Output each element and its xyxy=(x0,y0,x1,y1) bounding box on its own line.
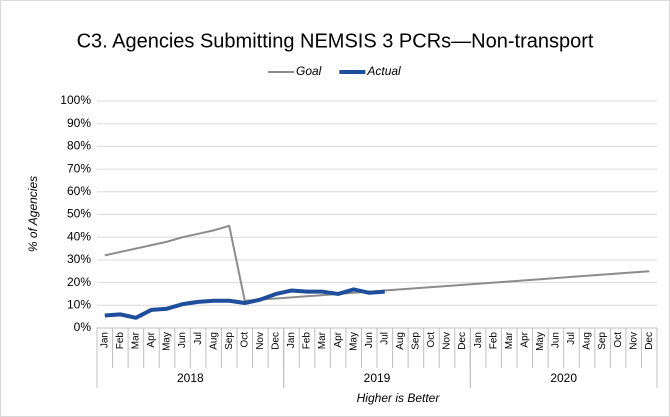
x-tick-label: Mar xyxy=(317,331,328,349)
x-tick-label: Jul xyxy=(566,332,577,345)
x-tick-label: Jul xyxy=(379,332,390,345)
legend-label: Goal xyxy=(296,64,322,78)
x-tick-label: Dec xyxy=(457,332,468,350)
y-tick-label: 80% xyxy=(67,139,91,153)
x-tick-label: Aug xyxy=(208,332,219,350)
x-tick-label: Apr xyxy=(146,331,157,347)
x-tick-label: Jun xyxy=(551,332,562,348)
x-tick-label: Oct xyxy=(426,332,437,348)
x-tick-label: Dec xyxy=(271,332,282,350)
x-tick-label: Feb xyxy=(488,332,499,350)
group-label: 2019 xyxy=(364,371,391,385)
x-tick-label: Jul xyxy=(193,332,204,345)
x-tick-label: Aug xyxy=(395,332,406,350)
y-tick-label: 0% xyxy=(74,320,92,334)
x-tick-label: May xyxy=(162,332,173,351)
y-tick-label: 40% xyxy=(67,229,91,243)
x-tick-label: Feb xyxy=(302,332,313,350)
x-tick-label: Oct xyxy=(613,332,624,348)
x-tick-label: Feb xyxy=(115,332,126,350)
x-tick-label: Mar xyxy=(131,331,142,349)
y-tick-label: 20% xyxy=(67,275,91,289)
x-tick-label: Jan xyxy=(473,332,484,348)
x-tick-label: Nov xyxy=(255,332,266,350)
y-axis-label: % of Agencies xyxy=(26,176,40,252)
x-tick-label: Apr xyxy=(333,331,344,347)
x-tick-label: Jun xyxy=(177,332,188,348)
x-tick-label: Oct xyxy=(239,332,250,348)
x-tick-label: Mar xyxy=(504,331,515,349)
x-tick-label: Nov xyxy=(442,332,453,350)
x-tick-label: Jan xyxy=(99,332,110,348)
x-tick-label: May xyxy=(535,332,546,351)
y-tick-label: 60% xyxy=(67,184,91,198)
x-tick-label: Apr xyxy=(519,331,530,347)
y-tick-label: 70% xyxy=(67,161,91,175)
y-tick-label: 100% xyxy=(60,93,91,107)
chart-title: C3. Agencies Submitting NEMSIS 3 PCRs—No… xyxy=(77,30,594,52)
x-tick-label: Dec xyxy=(644,332,655,350)
y-tick-label: 50% xyxy=(67,207,91,221)
y-tick-label: 30% xyxy=(67,252,91,266)
group-label: 2018 xyxy=(177,371,204,385)
x-tick-label: Sep xyxy=(224,332,235,350)
x-tick-label: Sep xyxy=(411,332,422,350)
group-label: 2020 xyxy=(550,371,577,385)
x-tick-label: Sep xyxy=(597,332,608,350)
x-tick-label: Aug xyxy=(582,332,593,350)
y-tick-label: 10% xyxy=(67,297,91,311)
series-line xyxy=(104,287,385,320)
x-tick-label: Nov xyxy=(628,332,639,350)
legend-label: Actual xyxy=(366,64,401,78)
x-axis-label: Higher is Better xyxy=(357,391,441,405)
x-tick-label: Jun xyxy=(364,332,375,348)
y-tick-label: 90% xyxy=(67,116,91,130)
x-tick-label: May xyxy=(348,332,359,351)
x-tick-label: Jan xyxy=(286,332,297,348)
